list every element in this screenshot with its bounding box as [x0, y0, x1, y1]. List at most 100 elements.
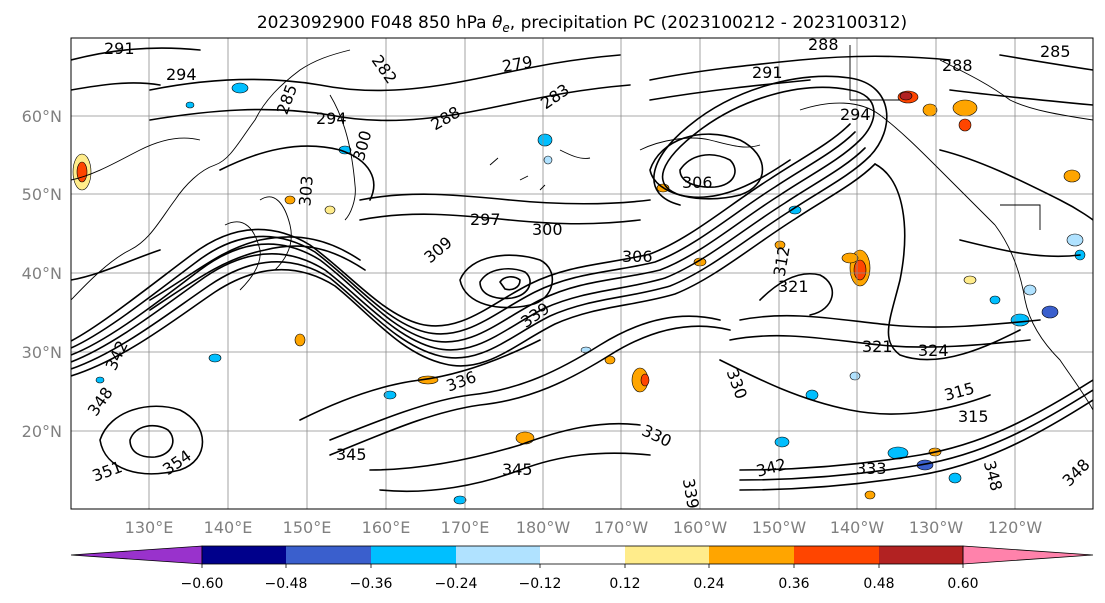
longitude-tick-label: 140°E [204, 518, 253, 537]
precipitation-shade [1041, 305, 1059, 319]
longitude-tick-label: 160°W [673, 518, 728, 537]
colorbar-ticks: −0.60 −0.48 −0.36 −0.24 −0.12 0.12 0.24 0.36 0.4… [181, 564, 979, 592]
longitude-tick-label: 180°W [516, 518, 571, 537]
longitude-axis: 130°E 140°E 150°E 160°E 170°E 180°W 170°W 160°W… [125, 518, 1043, 537]
precipitation-shade [788, 205, 802, 215]
contour-label: 315 [958, 407, 989, 426]
contour-label: 300 [532, 220, 563, 239]
precipitation-shade [963, 275, 977, 285]
colorbar-tick-label: −0.36 [350, 576, 393, 592]
contour-label: 324 [918, 341, 949, 360]
colorbar-swatch [202, 546, 286, 564]
figure-title: 2023092900 F048 850 hPa θe, precipitatio… [257, 13, 907, 35]
precipitation-shade [294, 333, 306, 347]
precipitation-shade [208, 353, 222, 363]
longitude-tick-label: 130°W [909, 518, 964, 537]
precipitation-shade [952, 99, 978, 117]
precipitation-shade [1063, 169, 1081, 183]
colorbar-extend-min [70, 545, 203, 565]
map-background [71, 38, 1093, 509]
colorbar-swatch [625, 546, 709, 564]
colorbar-swatch [286, 546, 371, 564]
contour-label: 345 [336, 445, 367, 464]
precipitation-shade [899, 91, 913, 101]
latitude-tick-label: 40°N [22, 264, 62, 283]
longitude-tick-label: 170°W [594, 518, 649, 537]
latitude-tick-label: 30°N [22, 343, 62, 362]
theta-e-contours [71, 47, 1093, 493]
precipitation-shade [1023, 284, 1037, 296]
longitude-tick-label: 120°W [988, 518, 1043, 537]
precipitation-shade [774, 436, 790, 448]
precipitation-shading [72, 82, 1086, 505]
colorbar-tick-label: 0.60 [947, 576, 978, 592]
precipitation-shade [515, 431, 535, 445]
latitude-tick-label: 20°N [22, 422, 62, 441]
longitude-tick-label: 160°E [362, 518, 411, 537]
precipitation-shade [841, 252, 859, 264]
longitude-tick-label: 140°W [830, 518, 885, 537]
precipitation-shade [604, 355, 616, 365]
contour-label: 321 [778, 277, 809, 296]
colorbar-tick-label: −0.48 [265, 576, 308, 592]
contour-label: 285 [1040, 42, 1071, 61]
colorbar-tick-label: −0.24 [435, 576, 478, 592]
colorbar-tick-label: 0.12 [609, 576, 640, 592]
latitude-tick-label: 50°N [22, 185, 62, 204]
precipitation-shade [543, 155, 553, 165]
contour-label: 288 [942, 56, 973, 75]
precipitation-shade [453, 495, 467, 505]
contour-label: 294 [166, 65, 197, 84]
contour-label: 306 [682, 173, 713, 192]
colorbar: −0.60 −0.48 −0.36 −0.24 −0.12 0.12 0.24 0.36 0.4… [70, 545, 1094, 592]
contour-label: 294 [316, 109, 347, 128]
colorbar-extend-max [962, 545, 1094, 565]
colorbar-swatches [70, 545, 1094, 565]
map-panel: 291 294 285 282 279 283 288 291 288 285 … [70, 35, 1094, 510]
precipitation-shade [1010, 313, 1030, 327]
colorbar-outline [201, 545, 964, 565]
precipitation-shade [1066, 233, 1084, 247]
precipitation-shade [537, 133, 553, 147]
latitude-tick-label: 60°N [22, 107, 62, 126]
colorbar-swatch [456, 546, 540, 564]
longitude-tick-label: 150°W [752, 518, 807, 537]
colorbar-swatch [879, 546, 963, 564]
precipitation-shade [849, 371, 861, 381]
contour-label: 291 [752, 63, 783, 82]
precipitation-shade [95, 376, 105, 384]
contour-label: 306 [622, 247, 653, 266]
precipitation-shade [383, 390, 397, 400]
precipitation-shade [853, 259, 867, 281]
precipitation-shade [640, 373, 650, 387]
precipitation-shade [324, 205, 336, 215]
colorbar-swatch [540, 546, 625, 564]
precipitation-shade [76, 161, 88, 183]
longitude-tick-label: 150°E [283, 518, 332, 537]
longitude-tick-label: 170°E [441, 518, 490, 537]
precipitation-shade [864, 490, 876, 500]
precipitation-shade [284, 195, 296, 205]
colorbar-tick-label: −0.12 [519, 576, 562, 592]
colorbar-swatch [794, 546, 879, 564]
precipitation-shade [958, 118, 972, 132]
contour-label: 333 [856, 459, 887, 478]
colorbar-tick-label: 0.24 [693, 576, 724, 592]
colorbar-tick-label: 0.36 [778, 576, 809, 592]
precipitation-shade [948, 472, 962, 484]
longitude-tick-label: 130°E [125, 518, 174, 537]
contour-label: 321 [862, 337, 893, 356]
colorbar-swatch [371, 546, 456, 564]
colorbar-tick-label: −0.60 [181, 576, 224, 592]
latitude-axis: 60°N 50°N 40°N 30°N 20°N [22, 107, 62, 441]
colorbar-swatch [709, 546, 794, 564]
map-frame [70, 37, 1094, 510]
contour-label: 297 [470, 210, 501, 229]
contour-label: 288 [808, 35, 839, 54]
contour-label: 303 [295, 175, 317, 207]
contour-label: 294 [840, 105, 871, 124]
contour-label: 345 [502, 460, 533, 479]
precipitation-shade [989, 295, 1001, 305]
gridlines [71, 38, 1093, 509]
